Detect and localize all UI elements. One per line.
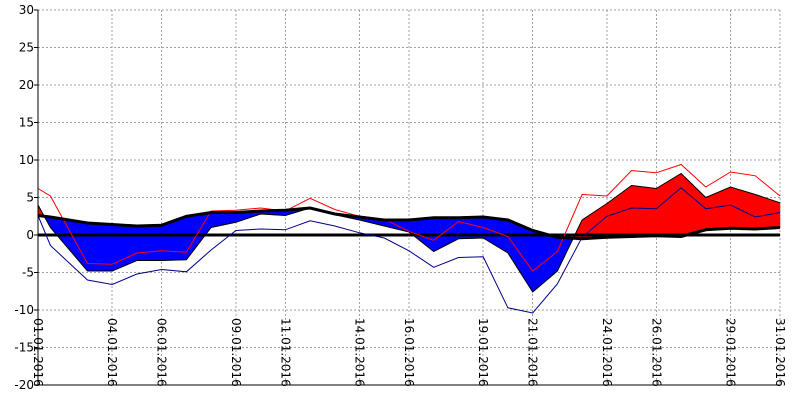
x-tick-label: 01.01.2016	[31, 318, 45, 387]
y-tick-label: 0	[26, 228, 34, 242]
x-tick-label: 26.01.2016	[649, 318, 663, 387]
grid-lines	[38, 9, 781, 386]
x-tick-labels: 01.01.2016 04.01.2016 06.01.2016 09.01.2016…	[31, 318, 787, 387]
y-tick-labels: 30 25 20 15 10 5 0 -5 -10 -15 -20	[14, 3, 34, 392]
y-tick-label: -10	[14, 303, 34, 317]
y-tick-label: 30	[19, 3, 34, 17]
below-norm-fill	[507, 219, 533, 293]
x-tick-label: 04.01.2016	[105, 318, 119, 387]
y-tick-label: 5	[26, 191, 34, 205]
y-tick-label: -5	[22, 266, 34, 280]
x-tick-label: 11.01.2016	[278, 318, 292, 387]
x-tick-label: 29.01.2016	[724, 318, 738, 387]
above-norm-fill	[755, 194, 781, 230]
lower-line	[37, 187, 781, 314]
y-tick-label: 15	[19, 116, 34, 130]
x-tick-label: 09.01.2016	[229, 318, 243, 387]
below-norm-fill	[111, 224, 138, 272]
x-tick-label: 24.01.2016	[600, 318, 614, 387]
axes	[34, 9, 780, 386]
x-tick-label: 14.01.2016	[353, 318, 367, 387]
x-tick-label: 16.01.2016	[402, 318, 416, 387]
y-tick-label: -15	[14, 341, 34, 355]
y-tick-label: 10	[19, 153, 34, 167]
y-tick-label: 20	[19, 78, 34, 92]
x-tick-label: 31.01.2016	[773, 318, 787, 387]
x-tick-label: 19.01.2016	[476, 318, 490, 387]
mean-line	[37, 172, 781, 293]
series-lines	[37, 163, 781, 314]
above-norm-fill	[631, 185, 657, 237]
norm-line	[37, 206, 781, 241]
x-tick-label: 06.01.2016	[155, 318, 169, 387]
y-tick-label: -20	[14, 378, 34, 392]
y-tick-label: 25	[19, 41, 34, 55]
below-norm-fill	[136, 224, 162, 261]
upper-line	[37, 163, 781, 272]
above-norm-fill	[606, 185, 632, 238]
below-norm-fill	[384, 219, 410, 233]
x-tick-label: 21.01.2016	[526, 318, 540, 387]
